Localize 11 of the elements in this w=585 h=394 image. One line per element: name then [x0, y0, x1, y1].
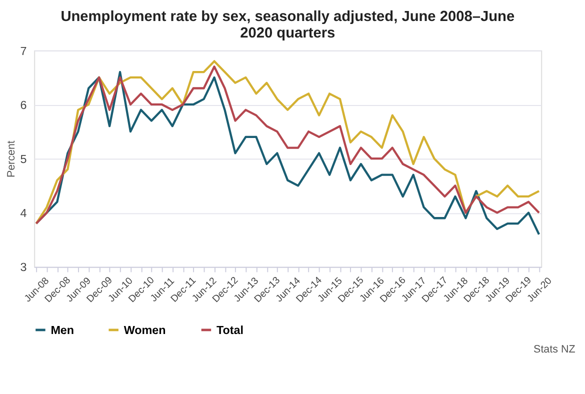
y-tick-label: 4 — [20, 207, 28, 220]
y-tick-label: 7 — [20, 44, 27, 58]
legend-label: Women — [124, 324, 166, 337]
y-tick-label: 6 — [20, 98, 27, 112]
y-tick-label: 5 — [20, 152, 28, 166]
y-axis-title: Percent — [5, 140, 18, 178]
text: Stats NZ — [534, 344, 576, 356]
legend-label: Total — [216, 324, 244, 337]
legend-label: Men — [50, 324, 74, 337]
chart-title: Unemployment rate by sex, seasonally adjusted, June 2008–June 2020 quarters — [60, 9, 515, 42]
y-tick-label: 3 — [20, 261, 27, 274]
